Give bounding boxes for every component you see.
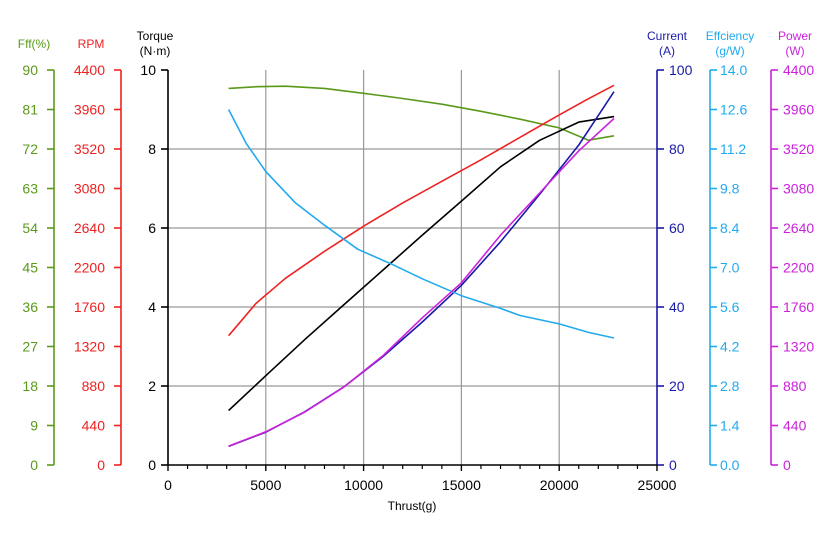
current-tick-label: 100: [669, 62, 693, 78]
fff-tick-label: 63: [22, 181, 38, 197]
fff-tick-label: 27: [22, 339, 38, 355]
power-series-line: [228, 117, 615, 447]
fff-tick-label: 9: [30, 418, 38, 434]
efficiency-tick-label: 7.0: [720, 260, 740, 276]
efficiency-tick-label: 12.6: [720, 102, 747, 118]
efficiency-tick-label: 1.4: [720, 418, 740, 434]
axes-layer: 09182736455463728190Fff(%)04408801320176…: [18, 29, 815, 493]
torque-tick-label: 4: [148, 299, 156, 315]
torque-axis-title-line2: (N·m): [140, 44, 171, 58]
power-tick-label: 1320: [783, 339, 814, 355]
current-tick-label: 20: [669, 378, 685, 394]
power-axis-title-line2: (W): [785, 44, 804, 58]
efficiency-tick-label: 0.0: [720, 457, 740, 473]
torque-series-line: [228, 115, 615, 412]
fff-tick-label: 72: [22, 141, 38, 157]
fff-tick-label: 18: [22, 378, 38, 394]
efficiency-tick-label: 4.2: [720, 339, 740, 355]
fff-tick-label: 45: [22, 260, 38, 276]
fff-tick-label: 90: [22, 62, 38, 78]
rpm-tick-label: 2640: [74, 220, 105, 236]
power-axis-title-line1: Power: [778, 29, 812, 43]
rpm-tick-label: 1760: [74, 299, 105, 315]
efficiency-axis-title-line1: Effciency: [706, 29, 754, 43]
grid-layer: [168, 70, 657, 465]
torque-tick-label: 0: [148, 457, 156, 473]
power-tick-label: 2200: [783, 260, 814, 276]
x-axis-title: Thrust(g): [388, 499, 437, 513]
torque-axis-title-line1: Torque: [137, 29, 174, 43]
power-tick-label: 440: [783, 418, 807, 434]
rpm-tick-label: 3080: [74, 181, 105, 197]
x-tick-label: 15000: [442, 477, 481, 493]
efficiency-tick-label: 8.4: [720, 220, 740, 236]
power-tick-label: 0: [783, 457, 791, 473]
fff-tick-label: 54: [22, 220, 38, 236]
current-series-line: [228, 91, 615, 448]
rpm-tick-label: 0: [97, 457, 105, 473]
power-tick-label: 4400: [783, 62, 814, 78]
efficiency-tick-label: 14.0: [720, 62, 747, 78]
fff-tick-label: 81: [22, 102, 38, 118]
x-tick-label: 5000: [250, 477, 281, 493]
fff-tick-label: 36: [22, 299, 38, 315]
power-tick-label: 3520: [783, 141, 814, 157]
efficiency-tick-label: 2.8: [720, 378, 740, 394]
torque-tick-label: 6: [148, 220, 156, 236]
current-tick-label: 0: [669, 457, 677, 473]
rpm-tick-label: 1320: [74, 339, 105, 355]
power-tick-label: 3960: [783, 102, 814, 118]
torque-tick-label: 2: [148, 378, 156, 394]
rpm-tick-label: 2200: [74, 260, 105, 276]
rpm-tick-label: 3520: [74, 141, 105, 157]
x-tick-label: 20000: [540, 477, 579, 493]
torque-tick-label: 10: [140, 62, 156, 78]
efficiency-tick-label: 9.8: [720, 181, 740, 197]
current-tick-label: 80: [669, 141, 685, 157]
rpm-axis-title: RPM: [78, 37, 105, 51]
x-tick-label: 10000: [344, 477, 383, 493]
torque-tick-label: 8: [148, 141, 156, 157]
fff-series-line: [228, 85, 615, 141]
current-tick-label: 40: [669, 299, 685, 315]
x-tick-label: 0: [164, 477, 172, 493]
current-axis-title-line2: (A): [659, 44, 675, 58]
rpm-series-line: [227, 84, 615, 337]
current-axis-title-line1: Current: [647, 29, 688, 43]
efficiency-axis-title-line2: (g/W): [715, 44, 744, 58]
x-tick-label: 25000: [638, 477, 677, 493]
fff-axis-title: Fff(%): [18, 37, 50, 51]
rpm-tick-label: 440: [82, 418, 106, 434]
power-tick-label: 880: [783, 378, 807, 394]
efficiency-series-line: [227, 109, 615, 339]
power-tick-label: 2640: [783, 220, 814, 236]
rpm-tick-label: 3960: [74, 102, 105, 118]
fff-tick-label: 0: [30, 457, 38, 473]
efficiency-tick-label: 5.6: [720, 299, 740, 315]
series-layer: [227, 84, 615, 448]
efficiency-tick-label: 11.2: [720, 141, 746, 157]
current-tick-label: 60: [669, 220, 685, 236]
rpm-tick-label: 880: [82, 378, 106, 394]
power-tick-label: 3080: [783, 181, 814, 197]
power-tick-label: 1760: [783, 299, 814, 315]
rpm-tick-label: 4400: [74, 62, 105, 78]
